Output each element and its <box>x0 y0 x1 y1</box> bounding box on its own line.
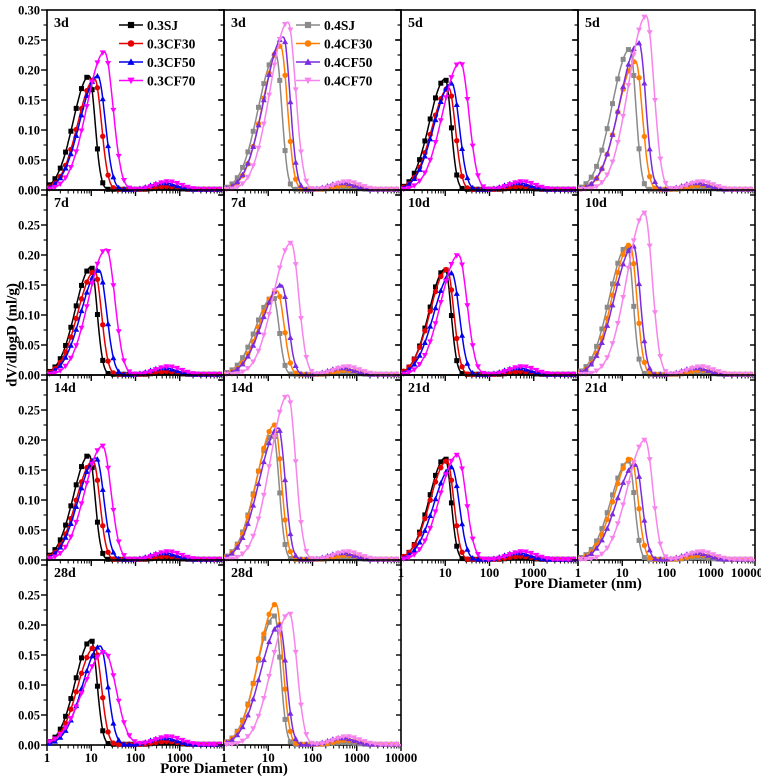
svg-text:28d: 28d <box>54 566 76 581</box>
panel-7d-0.4: 7d <box>218 189 402 381</box>
panel-3d-0.3: 0.00 0.05 0.10 0.15 0.20 0.25 0.30 3d 0.3SJ 0.3CF… <box>18 4 225 198</box>
svg-text:1: 1 <box>44 750 51 765</box>
svg-text:0.20: 0.20 <box>18 64 40 78</box>
svg-text:10: 10 <box>85 750 98 765</box>
panel-10d-0.3: 10d <box>395 189 579 381</box>
panel-3d-0.4: 3d 0.4SJ 0.4CF30 0.4CF50 0.4CF70 <box>218 9 402 196</box>
svg-text:0.10: 0.10 <box>18 309 40 323</box>
svg-text:0.15: 0.15 <box>18 464 40 478</box>
svg-text:1: 1 <box>221 750 228 765</box>
panel-7d-0.3: 0.00 0.05 0.10 0.15 0.20 0.25 7d <box>18 189 225 383</box>
svg-text:5d: 5d <box>408 16 423 31</box>
svg-text:0.25: 0.25 <box>18 589 40 603</box>
svg-text:10d: 10d <box>585 196 607 211</box>
svg-text:1000: 1000 <box>167 750 193 765</box>
svg-text:0.30: 0.30 <box>18 4 40 18</box>
svg-text:0.00: 0.00 <box>18 739 40 753</box>
svg-text:1000: 1000 <box>698 565 724 580</box>
svg-text:0.15: 0.15 <box>18 649 40 663</box>
panel-21d-0.3: 1 10 100 1000 21d <box>395 374 579 580</box>
svg-text:0.25: 0.25 <box>18 404 40 418</box>
svg-text:0.3SJ: 0.3SJ <box>147 18 178 33</box>
svg-text:10: 10 <box>262 750 275 765</box>
svg-text:21d: 21d <box>585 381 607 396</box>
svg-text:0.25: 0.25 <box>18 219 40 233</box>
panel-21d-0.4: 1 10 100 1000 10000 21d <box>572 374 761 580</box>
svg-text:100: 100 <box>657 565 677 580</box>
svg-text:0.4CF70: 0.4CF70 <box>324 73 373 88</box>
svg-text:14d: 14d <box>54 381 76 396</box>
svg-text:100: 100 <box>303 750 323 765</box>
panel-14d-0.4: 14d <box>218 374 402 566</box>
svg-text:1000: 1000 <box>344 750 370 765</box>
svg-text:0.05: 0.05 <box>18 339 40 353</box>
svg-text:10d: 10d <box>408 196 430 211</box>
panel-28d-0.4: 1 10 100 1000 10000 28d <box>218 559 418 765</box>
svg-text:0.05: 0.05 <box>18 524 40 538</box>
svg-text:0.00: 0.00 <box>18 554 40 568</box>
panel-5d-0.3: 5d <box>395 9 579 196</box>
svg-text:28d: 28d <box>231 566 253 581</box>
svg-text:3d: 3d <box>231 16 246 31</box>
svg-text:1: 1 <box>575 565 582 580</box>
svg-text:0.00: 0.00 <box>18 184 40 198</box>
svg-text:0.3CF50: 0.3CF50 <box>147 55 196 70</box>
svg-text:10000: 10000 <box>385 750 418 765</box>
panel-10d-0.4: 10d <box>572 189 756 381</box>
svg-text:0.4CF50: 0.4CF50 <box>324 55 373 70</box>
svg-text:0.20: 0.20 <box>18 434 40 448</box>
svg-text:0.15: 0.15 <box>18 279 40 293</box>
svg-text:0.4SJ: 0.4SJ <box>324 18 355 33</box>
panel-14d-0.3: 0.00 0.05 0.10 0.15 0.20 0.25 14d <box>18 374 225 568</box>
y-axis-title: dV/dlogD (ml/g) <box>4 283 21 387</box>
svg-text:7d: 7d <box>231 196 246 211</box>
svg-text:0.20: 0.20 <box>18 619 40 633</box>
svg-text:10000: 10000 <box>731 565 761 580</box>
svg-text:0.05: 0.05 <box>18 709 40 723</box>
panel-5d-0.4: 5d <box>572 9 756 196</box>
svg-text:0.10: 0.10 <box>18 124 40 138</box>
svg-text:10: 10 <box>439 565 452 580</box>
svg-text:0.10: 0.10 <box>18 679 40 693</box>
svg-text:0.15: 0.15 <box>18 94 40 108</box>
svg-text:10: 10 <box>616 565 629 580</box>
panel-28d-0.3: 0.00 0.05 0.10 0.15 0.20 0.25 1 10 100 1000 28d <box>18 559 225 765</box>
svg-text:1000: 1000 <box>521 565 547 580</box>
svg-text:0.25: 0.25 <box>18 34 40 48</box>
svg-text:7d: 7d <box>54 196 69 211</box>
svg-text:14d: 14d <box>231 381 253 396</box>
svg-text:3d: 3d <box>54 16 69 31</box>
svg-text:21d: 21d <box>408 381 430 396</box>
svg-text:0.3CF30: 0.3CF30 <box>147 36 196 51</box>
svg-text:0.10: 0.10 <box>18 494 40 508</box>
svg-text:0.4CF30: 0.4CF30 <box>324 36 373 51</box>
x-axis-title-left-pair: Pore Diameter (nm) <box>160 761 288 777</box>
svg-text:5d: 5d <box>585 16 600 31</box>
svg-text:100: 100 <box>480 565 500 580</box>
svg-text:0.05: 0.05 <box>18 154 40 168</box>
svg-text:0.3CF70: 0.3CF70 <box>147 73 196 88</box>
svg-text:0.00: 0.00 <box>18 369 40 383</box>
svg-text:0.20: 0.20 <box>18 249 40 263</box>
svg-text:100: 100 <box>126 750 146 765</box>
x-axis-title-right-pair: Pore Diameter (nm) <box>514 576 642 592</box>
